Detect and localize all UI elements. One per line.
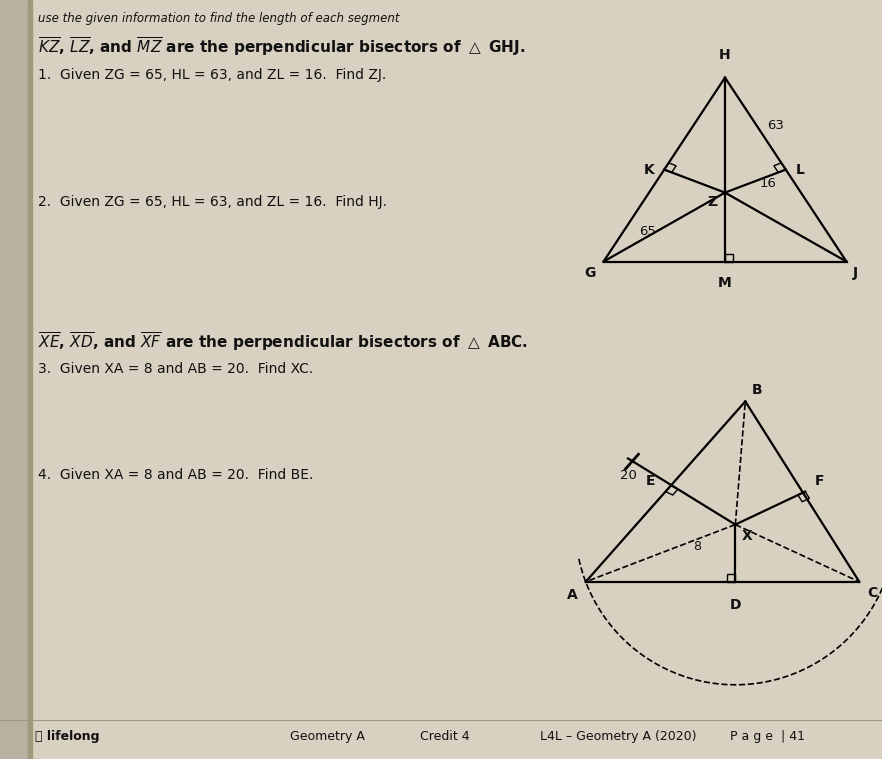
Text: M: M — [718, 276, 732, 290]
Text: F: F — [815, 474, 825, 487]
Bar — [0, 0, 30, 759]
Text: B: B — [751, 383, 762, 398]
Text: G: G — [584, 266, 595, 279]
Text: J: J — [853, 266, 857, 279]
Text: 1.  Given ZG = 65, HL = 63, and ZL = 16.  Find ZJ.: 1. Given ZG = 65, HL = 63, and ZL = 16. … — [38, 68, 386, 82]
Text: 8: 8 — [693, 540, 701, 553]
Text: E: E — [646, 474, 655, 487]
Text: X: X — [742, 528, 752, 543]
Text: C: C — [867, 586, 878, 600]
Text: L: L — [796, 162, 804, 177]
Text: Geometry A: Geometry A — [290, 730, 365, 743]
Bar — [28, 0, 32, 759]
Text: use the given information to find the length of each segment: use the given information to find the le… — [38, 12, 400, 25]
Text: L4L – Geometry A (2020): L4L – Geometry A (2020) — [540, 730, 697, 743]
Text: 65: 65 — [639, 225, 656, 238]
Text: $\overline{\mathit{KZ}}$, $\overline{\mathit{LZ}}$, and $\overline{\mathit{MZ}}$: $\overline{\mathit{KZ}}$, $\overline{\ma… — [38, 35, 525, 58]
Text: 16: 16 — [759, 177, 776, 190]
Text: 20: 20 — [620, 468, 637, 481]
Text: $\overline{\mathit{XE}}$, $\overline{\mathit{XD}}$, and $\overline{\mathit{XF}}$: $\overline{\mathit{XE}}$, $\overline{\ma… — [38, 330, 528, 353]
Text: Z: Z — [706, 194, 717, 209]
Text: H: H — [719, 48, 731, 61]
Text: 4.  Given XA = 8 and AB = 20.  Find BE.: 4. Given XA = 8 and AB = 20. Find BE. — [38, 468, 313, 482]
Text: A: A — [567, 587, 578, 602]
Text: K: K — [644, 162, 654, 177]
Text: 3.  Given XA = 8 and AB = 20.  Find XC.: 3. Given XA = 8 and AB = 20. Find XC. — [38, 362, 313, 376]
Text: 2.  Given ZG = 65, HL = 63, and ZL = 16.  Find HJ.: 2. Given ZG = 65, HL = 63, and ZL = 16. … — [38, 195, 387, 209]
Text: Ⓛ lifelong: Ⓛ lifelong — [35, 730, 100, 743]
Text: P a g e  | 41: P a g e | 41 — [730, 730, 805, 743]
Text: Credit 4: Credit 4 — [420, 730, 469, 743]
Text: 63: 63 — [767, 119, 784, 132]
Text: D: D — [729, 598, 741, 612]
